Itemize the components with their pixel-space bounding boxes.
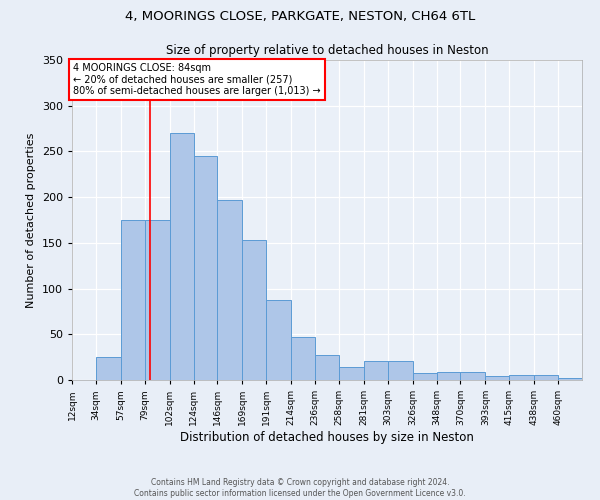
- Y-axis label: Number of detached properties: Number of detached properties: [26, 132, 36, 308]
- Bar: [170, 133, 194, 380]
- Bar: [558, 378, 582, 380]
- Bar: [96, 357, 121, 380]
- Bar: [485, 376, 509, 380]
- Bar: [266, 300, 291, 380]
- Bar: [534, 374, 558, 380]
- Bar: [194, 156, 217, 380]
- Text: 4 MOORINGS CLOSE: 84sqm
← 20% of detached houses are smaller (257)
80% of semi-d: 4 MOORINGS CLOSE: 84sqm ← 20% of detache…: [73, 62, 321, 96]
- X-axis label: Distribution of detached houses by size in Neston: Distribution of detached houses by size …: [180, 431, 474, 444]
- Bar: [217, 200, 242, 380]
- Bar: [291, 337, 315, 380]
- Text: 4, MOORINGS CLOSE, PARKGATE, NESTON, CH64 6TL: 4, MOORINGS CLOSE, PARKGATE, NESTON, CH6…: [125, 10, 475, 23]
- Bar: [364, 361, 388, 380]
- Bar: [437, 372, 460, 380]
- Bar: [460, 372, 485, 380]
- Bar: [339, 367, 364, 380]
- Bar: [509, 374, 534, 380]
- Bar: [315, 356, 339, 380]
- Bar: [121, 220, 145, 380]
- Bar: [145, 220, 170, 380]
- Bar: [242, 240, 266, 380]
- Bar: [388, 361, 413, 380]
- Title: Size of property relative to detached houses in Neston: Size of property relative to detached ho…: [166, 44, 488, 58]
- Bar: [413, 372, 437, 380]
- Text: Contains HM Land Registry data © Crown copyright and database right 2024.
Contai: Contains HM Land Registry data © Crown c…: [134, 478, 466, 498]
